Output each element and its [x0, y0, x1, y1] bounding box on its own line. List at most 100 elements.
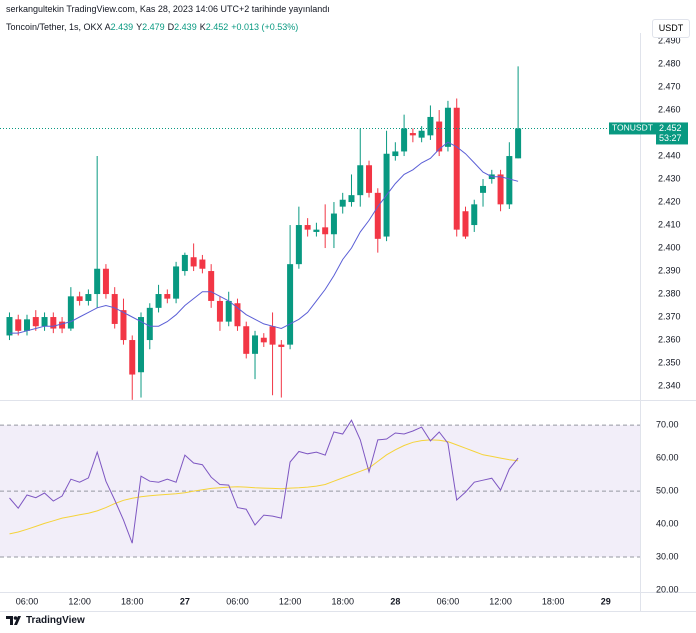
legend-value: 2.479 — [142, 22, 165, 32]
candle-body — [129, 340, 136, 375]
candle-body — [111, 294, 118, 324]
countdown-label: 53:27 — [659, 133, 682, 143]
candle-body — [480, 185, 487, 193]
rsi-band — [0, 425, 640, 558]
candle-body — [330, 213, 337, 235]
x-tick-label: 06:00 — [226, 596, 249, 606]
candle-body — [436, 121, 443, 152]
candle-body — [409, 133, 416, 136]
y-tick-label: 2.400 — [658, 242, 681, 252]
x-tick-label: 06:00 — [437, 596, 460, 606]
legend-value: 2.452 — [205, 22, 229, 32]
x-tick-label: 18:00 — [542, 596, 565, 606]
candle-body — [497, 174, 504, 205]
candle-body — [269, 326, 276, 345]
candle-body — [50, 317, 57, 329]
rsi-tick-label: 30.00 — [656, 551, 679, 561]
y-tick-label: 2.440 — [658, 150, 681, 160]
candle-body — [313, 229, 320, 232]
rsi-tick-label: 50.00 — [656, 485, 679, 495]
candle-body — [102, 268, 109, 295]
candle-body — [155, 294, 162, 308]
candle-body — [348, 195, 355, 203]
candle-body — [32, 317, 39, 327]
candle-body — [515, 128, 522, 159]
candle-body — [234, 303, 241, 327]
legend: Toncoin/Tether, 1s, OKX A2.439 Y2.479 D2.4… — [6, 22, 301, 32]
rsi-tick-label: 20.00 — [656, 584, 679, 594]
rsi-tick-label: 70.00 — [656, 419, 679, 429]
x-tick-label: 12:00 — [489, 596, 512, 606]
candle-body — [462, 211, 469, 237]
currency-button[interactable]: USDT — [652, 19, 690, 38]
candle-body — [252, 335, 259, 354]
candle-body — [41, 317, 48, 327]
x-tick-label: 18:00 — [121, 596, 144, 606]
last-price-label: 2.452 — [659, 123, 682, 133]
candle-body — [67, 296, 74, 329]
x-tick-label: 18:00 — [331, 596, 354, 606]
legend-value: 2.439 — [174, 22, 197, 32]
y-tick-label: 2.430 — [658, 173, 681, 183]
candle-body — [366, 165, 373, 193]
candle-body — [357, 165, 364, 196]
candle-body — [339, 199, 346, 207]
x-tick-label: 06:00 — [16, 596, 39, 606]
y-tick-label: 2.370 — [658, 311, 681, 321]
candle-body — [506, 156, 513, 205]
candle-body — [453, 107, 460, 230]
legend-key: A — [104, 22, 111, 32]
published-note: serkangultekin TradingView.com, Kas 28, … — [6, 4, 330, 14]
candle-body — [76, 296, 83, 301]
candle-body — [24, 319, 31, 331]
candle-body — [138, 317, 145, 373]
y-tick-label: 2.360 — [658, 334, 681, 344]
rsi-tick-label: 60.00 — [656, 452, 679, 462]
candle-body — [304, 225, 311, 230]
candle-body — [444, 107, 451, 147]
x-tick-label: 29 — [601, 596, 611, 606]
rsi-line — [9, 419, 519, 544]
y-tick-label: 2.340 — [658, 380, 681, 390]
candle-body — [216, 300, 223, 322]
symbol-label: TONUSDT — [612, 123, 653, 133]
candle-body — [173, 266, 180, 299]
candle-body — [295, 225, 302, 265]
candle-body — [59, 321, 66, 329]
legend-key: Y — [136, 22, 143, 32]
symbol: Toncoin/Tether, 1s, OKX — [6, 22, 103, 32]
x-tick-label: 28 — [390, 596, 400, 606]
candle-body — [260, 337, 267, 343]
candle-body — [427, 116, 434, 136]
y-tick-label: 2.350 — [658, 357, 681, 367]
y-tick-label: 2.480 — [658, 58, 681, 68]
candle-body — [225, 300, 232, 322]
candle-body — [401, 128, 408, 152]
price-axis-bg — [640, 0, 696, 611]
legend-change: +0.013 (+0.53%) — [231, 22, 299, 32]
legend-value: 2.439 — [110, 22, 134, 32]
candle-body — [392, 151, 399, 157]
x-tick-label: 27 — [180, 596, 190, 606]
candle-body — [120, 310, 127, 341]
y-tick-label: 2.380 — [658, 288, 681, 298]
candle-body — [85, 294, 92, 301]
legend-key: D — [167, 22, 175, 32]
rsi-line — [9, 439, 519, 535]
x-tick-label: 12:00 — [279, 596, 302, 606]
candle-body — [322, 227, 329, 235]
candle-body — [278, 344, 285, 347]
logo — [6, 615, 21, 625]
price-tag — [656, 122, 688, 145]
candle-body — [243, 326, 250, 354]
legend-key: K — [199, 22, 206, 32]
y-tick-label: 2.410 — [658, 219, 681, 229]
candle-body — [6, 317, 13, 336]
y-tick-label: 2.420 — [658, 196, 681, 206]
candle-body — [146, 307, 153, 341]
rsi-tick-label: 40.00 — [656, 518, 679, 528]
moving-average — [9, 141, 519, 334]
symbol-tag — [609, 122, 656, 135]
